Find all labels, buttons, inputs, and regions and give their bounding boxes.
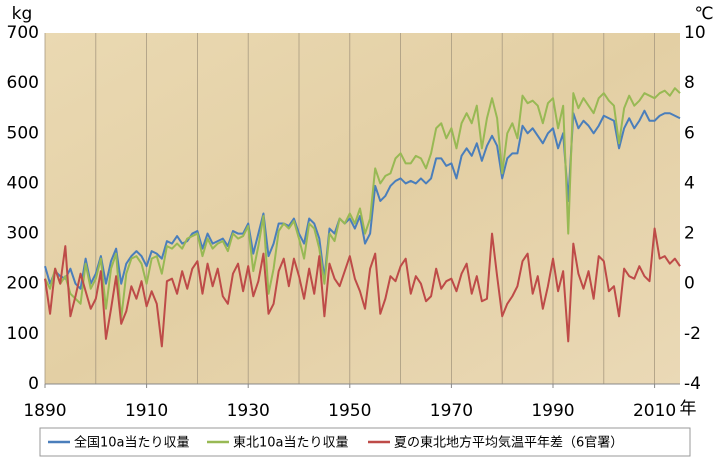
x-tick-label: 1890: [23, 401, 66, 421]
y2-tick-label: 6: [684, 123, 695, 143]
y2-tick-label: 0: [684, 274, 695, 294]
y-tick-label: 300: [7, 224, 39, 244]
y2-tick-label: 10: [684, 23, 706, 43]
plot-area: [45, 33, 680, 384]
legend-label: 全国10a当たり収量: [74, 435, 190, 451]
x-tick-label: 1970: [430, 401, 473, 421]
y2-tick-label: -4: [684, 374, 701, 394]
y2-tick-label: 4: [684, 173, 695, 193]
legend-box: [39, 427, 691, 457]
y2-tick-label: 8: [684, 73, 695, 93]
x-axis-label: 年: [680, 399, 697, 419]
data-line: [44, 87, 681, 320]
x-tick-label: 1910: [125, 401, 168, 421]
y-tick-label: 700: [7, 23, 39, 43]
y-tick-label: 500: [7, 123, 39, 143]
data-line: [44, 227, 681, 348]
legend-label: 夏の東北地方平均気温平年差（6官署）: [394, 435, 623, 451]
y-tick-label: 400: [7, 173, 39, 193]
x-tick-label: 1930: [227, 401, 270, 421]
x-tick-label: 1950: [328, 401, 371, 421]
y-tick-label: 0: [28, 374, 39, 394]
y-tick-label: 100: [7, 324, 39, 344]
x-tick-label: 2010: [633, 401, 676, 421]
y-tick-label: 600: [7, 73, 39, 93]
y-tick-label: 200: [7, 274, 39, 294]
legend-label: 東北10a当たり収量: [233, 435, 349, 451]
data-line: [44, 109, 681, 290]
y-axis-label: kg: [12, 4, 33, 24]
legend: 全国10a当たり収量 東北10a当たり収量 夏の東北地方平均気温平年差（6官署）: [48, 435, 623, 451]
y2-axis-label: ℃: [694, 4, 713, 24]
y2-tick-label: 2: [684, 224, 695, 244]
y2-tick-label: -2: [684, 324, 701, 344]
x-tick-label: 1990: [531, 401, 574, 421]
